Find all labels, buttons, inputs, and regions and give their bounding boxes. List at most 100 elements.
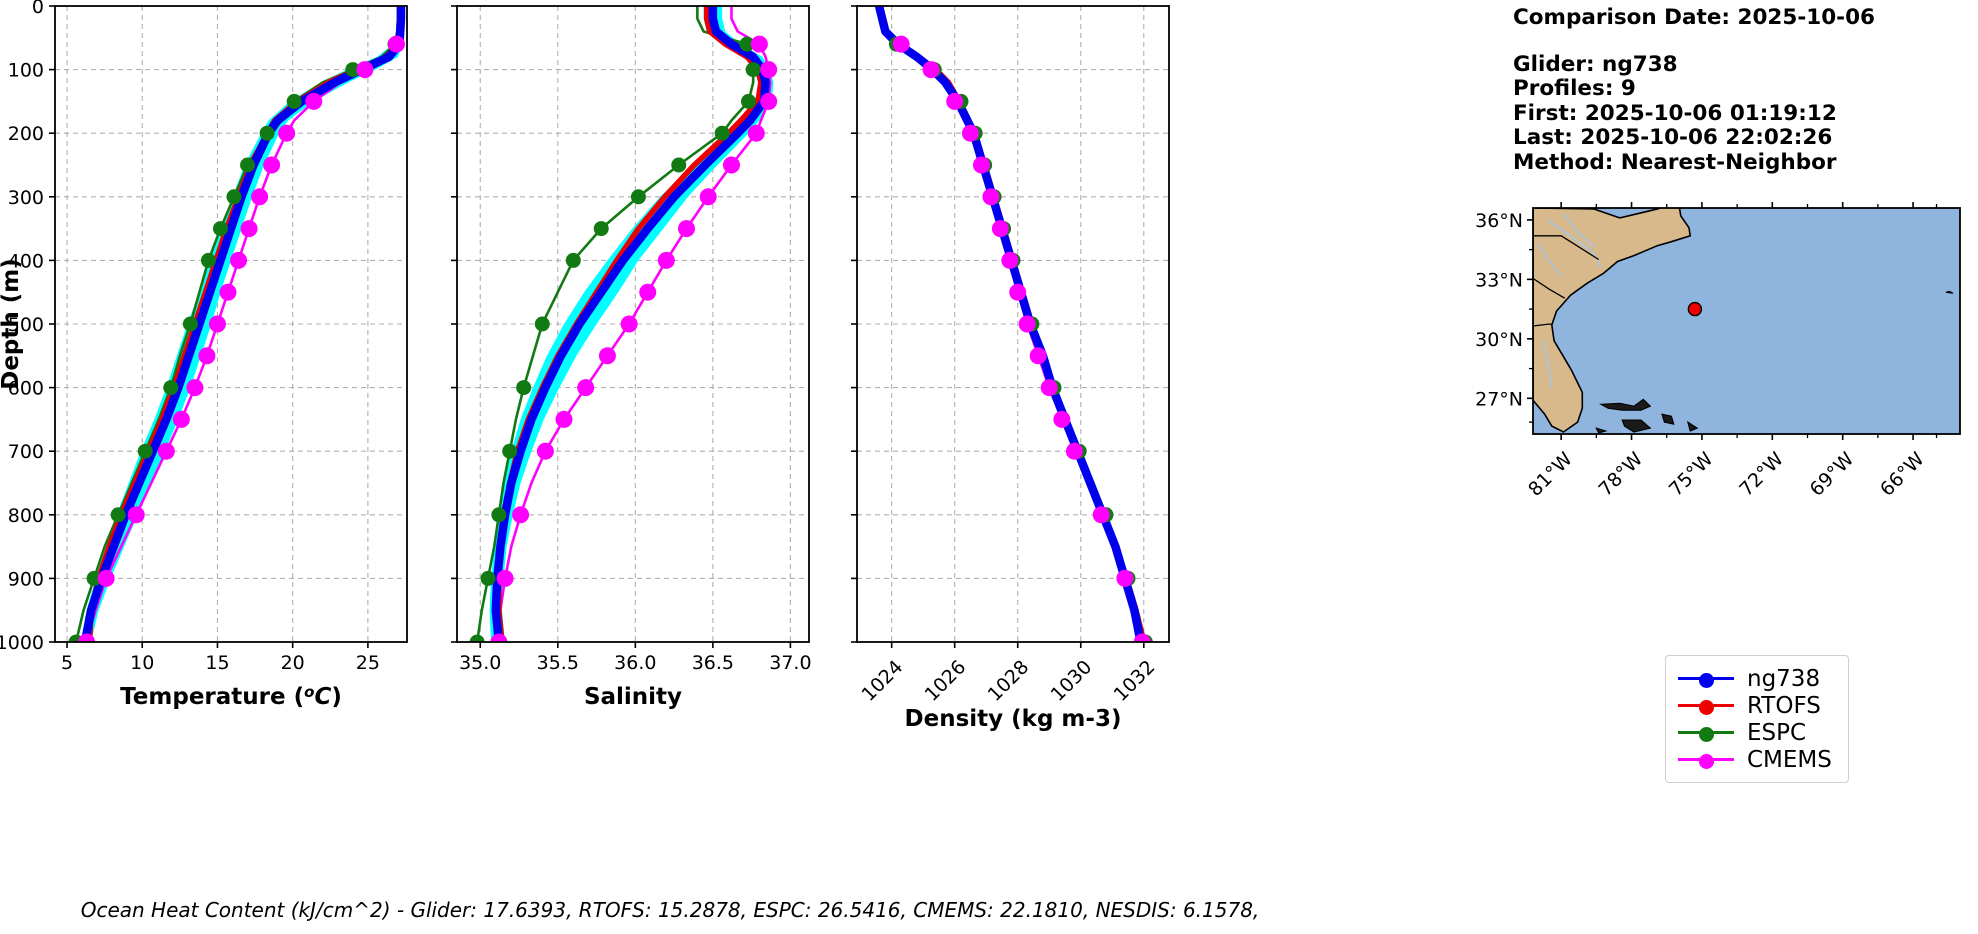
series-marker-cmems (97, 569, 115, 587)
series-marker-cmems (208, 315, 226, 333)
legend-marker-icon (1699, 673, 1714, 688)
river-line (1541, 340, 1553, 389)
y-axis-title: Depth (m) (0, 258, 24, 390)
series-marker-cmems (263, 156, 281, 174)
map-lon-tick-label: 81°W (1524, 448, 1577, 501)
series-legend: ng738 RTOFS ESPC CMEMS (1665, 655, 1849, 783)
river-line (1562, 213, 1595, 249)
series-marker-espc (259, 125, 275, 141)
series-marker-espc (671, 157, 687, 173)
map-lat-tick-label: 33°N (1475, 269, 1523, 291)
series-marker-cmems (620, 315, 638, 333)
y-tick-label: 500 (8, 314, 44, 336)
series-marker-cmems (251, 188, 269, 206)
series-marker-cmems (172, 410, 190, 428)
series-marker-espc (182, 316, 198, 332)
legend-entry-cmems[interactable]: CMEMS (1678, 746, 1832, 773)
legend-entry-ng738[interactable]: ng738 (1678, 665, 1832, 692)
data-layer (68, 6, 406, 642)
series-marker-cmems (1001, 251, 1019, 269)
series-marker-espc (86, 570, 102, 586)
series-line-ng738 (80, 6, 406, 642)
series-marker-cmems (972, 156, 990, 174)
series-marker-cmems (892, 35, 910, 53)
island-polygon (1621, 419, 1652, 433)
series-marker-cmems (1040, 379, 1058, 397)
legend-marker-icon (1699, 754, 1714, 769)
island-polygon (1661, 413, 1675, 425)
series-marker-cmems (678, 220, 695, 238)
x-axis-title: Salinity (584, 684, 682, 710)
y-tick-label: 1000 (0, 632, 44, 654)
series-marker-espc (593, 221, 609, 237)
series-marker-cmems (78, 633, 96, 642)
series-marker-cmems (230, 251, 248, 269)
series-marker-cmems (356, 61, 374, 79)
series-marker-espc (469, 634, 485, 642)
series-marker-cmems (219, 283, 237, 301)
series-marker-cmems (198, 347, 216, 365)
series-marker-espc (226, 189, 242, 205)
legend-marker-icon (1699, 700, 1714, 715)
legend-label: ESPC (1747, 719, 1807, 746)
series-marker-espc (200, 252, 216, 268)
series-marker-cmems (490, 633, 508, 642)
info-spacer (1513, 31, 1963, 53)
series-marker-cmems (1009, 283, 1027, 301)
series-marker-cmems (536, 442, 554, 460)
legend-entry-rtofs[interactable]: RTOFS (1678, 692, 1832, 719)
y-tick-label: 900 (8, 568, 44, 590)
glider-name-text: Glider: ng738 (1513, 51, 1678, 77)
series-marker-cmems (760, 61, 778, 79)
series-marker-cmems (157, 442, 175, 460)
series-marker-espc (502, 443, 518, 459)
island-polygon (1686, 420, 1699, 432)
series-marker-cmems (1092, 506, 1110, 524)
island-polygon (1599, 398, 1652, 411)
series-marker-cmems (1029, 347, 1047, 365)
series-marker-cmems (747, 124, 765, 142)
y-tick-label: 700 (8, 441, 44, 463)
river-line (1546, 219, 1602, 268)
comparison-info-block: Comparison Date: 2025-10-06 Glider: ng73… (1513, 5, 1963, 175)
map-lat-tick-label: 27°N (1475, 388, 1523, 410)
legend-entry-espc[interactable]: ESPC (1678, 719, 1832, 746)
y-tick-label: 600 (8, 378, 44, 400)
x-tick-label: 36.0 (614, 652, 656, 674)
series-marker-cmems (699, 188, 717, 206)
first-profile-time-text: First: 2025-10-06 01:19:12 (1513, 100, 1837, 126)
series-marker-espc (516, 380, 532, 396)
x-tick-label: 25 (356, 652, 380, 674)
series-marker-cmems (186, 379, 204, 397)
series-marker-cmems (1133, 633, 1151, 642)
series-marker-cmems (127, 506, 145, 524)
x-tick-label: 35.5 (537, 652, 579, 674)
series-marker-cmems (555, 410, 573, 428)
legend-label: ng738 (1747, 665, 1821, 692)
y-tick-label: 800 (8, 505, 44, 527)
y-tick-label: 100 (8, 60, 44, 82)
series-marker-espc (534, 316, 550, 332)
legend-label: RTOFS (1747, 692, 1821, 719)
axes-frame: 35.0 35.5 36.0 36.5 37.0 Salinity (451, 5, 812, 710)
island-polygon (1595, 427, 1608, 434)
x-tick-label: 5 (61, 652, 73, 674)
legend-swatch-rtofs (1678, 697, 1734, 715)
series-marker-cmems (982, 188, 1000, 206)
y-tick-label: 0 (32, 0, 44, 18)
map-lon-tick-label: 66°W (1876, 448, 1929, 501)
series-marker-espc (741, 93, 757, 109)
series-marker-cmems (577, 379, 595, 397)
x-tick-label: 37.0 (769, 652, 811, 674)
series-marker-espc (137, 443, 153, 459)
series-marker-cmems (240, 220, 258, 238)
legend-swatch-ng738 (1678, 670, 1734, 688)
land-polygon (1533, 208, 1692, 433)
series-marker-espc (286, 93, 302, 109)
